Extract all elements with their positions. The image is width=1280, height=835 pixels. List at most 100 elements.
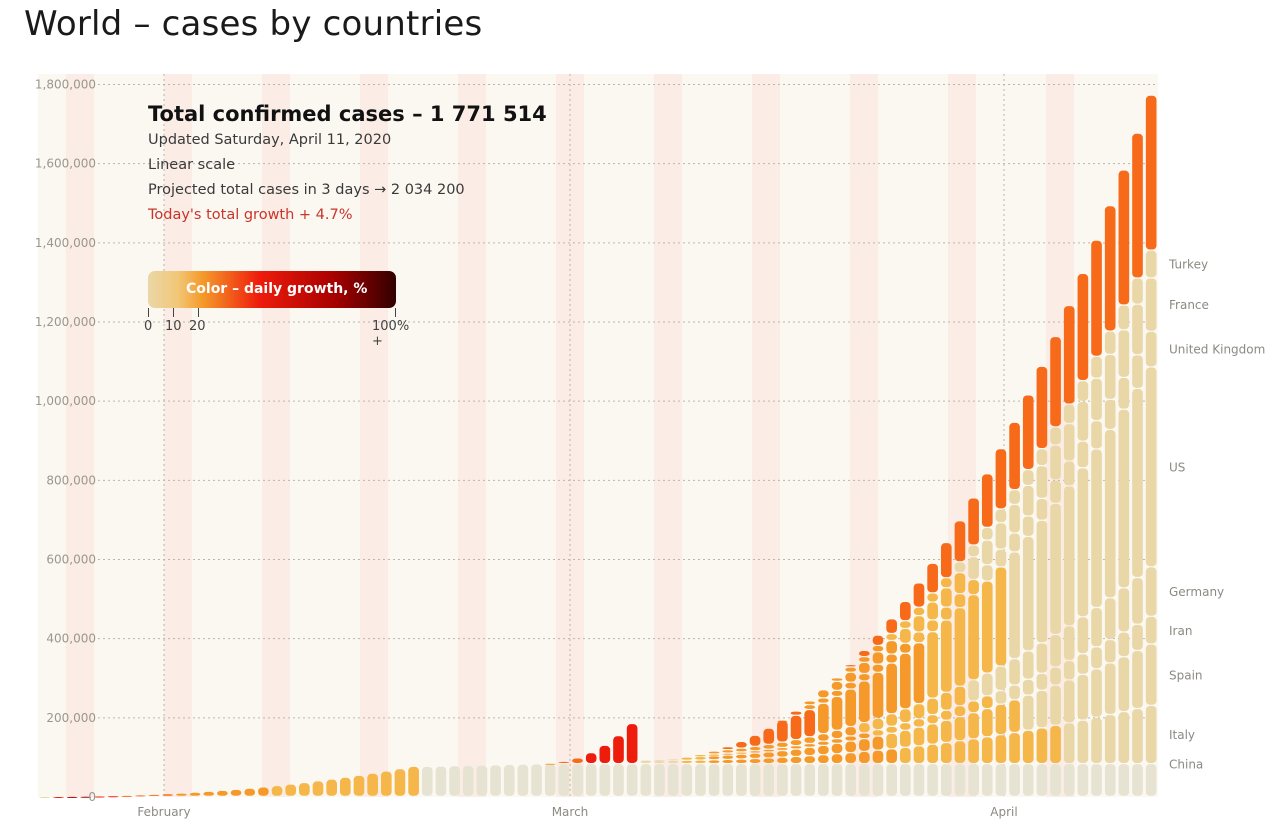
- bar-segment: [572, 764, 583, 796]
- bar-segment: [1091, 449, 1102, 607]
- bar-segment: [708, 764, 720, 796]
- bar-segment: [1009, 505, 1020, 533]
- bar-segment: [913, 746, 925, 763]
- weekend-band: [654, 74, 682, 797]
- country-label: Germany: [1169, 585, 1224, 599]
- bar-segment: [544, 763, 556, 765]
- bar-segment: [872, 718, 884, 730]
- bar-segment: [1009, 733, 1020, 763]
- bar-segment: [695, 760, 706, 763]
- y-tick-label: 800,000: [46, 473, 96, 487]
- bar-segment: [954, 573, 966, 594]
- bar-segment: [913, 632, 925, 643]
- bar-segment: [804, 756, 816, 763]
- bar-segment: [572, 758, 583, 763]
- bar-segment: [1050, 445, 1061, 480]
- bar-segment: [818, 764, 829, 796]
- bar-segment: [1091, 608, 1102, 647]
- bar-segment: [449, 766, 460, 796]
- bar-segment: [1063, 626, 1075, 660]
- bar-segment: [899, 723, 911, 730]
- bar-segment: [1118, 409, 1130, 588]
- bar-segment: [845, 741, 857, 753]
- bar-segment: [722, 764, 734, 796]
- bar-segment: [845, 682, 857, 689]
- bar-segment: [1009, 490, 1020, 504]
- bar-segment: [940, 578, 952, 588]
- bar-segment: [258, 787, 269, 796]
- bar-segment: [722, 750, 734, 753]
- bar-segment: [968, 713, 979, 739]
- total-confirmed-headline: Total confirmed cases – 1 771 514: [148, 102, 547, 126]
- bar-segment: [517, 764, 529, 796]
- bar-segment: [285, 784, 297, 796]
- bar-segment: [1118, 712, 1130, 763]
- bar-segment: [1050, 427, 1061, 445]
- growth-text: Today's total growth + 4.7%: [148, 207, 353, 223]
- bar-segment: [1091, 356, 1102, 378]
- bar-segment: [981, 673, 993, 696]
- bar-segment: [968, 701, 979, 713]
- bar-segment: [80, 796, 92, 798]
- bar-segment: [940, 588, 952, 607]
- bar-segment: [1132, 389, 1143, 577]
- weekend-band: [262, 74, 290, 797]
- bar-segment: [763, 752, 775, 758]
- bar-segment: [749, 759, 761, 763]
- bar-segment: [859, 662, 870, 673]
- bar-segment: [203, 791, 215, 796]
- bar-segment: [886, 726, 897, 733]
- bar-segment: [927, 632, 938, 698]
- bar-segment: [1132, 355, 1143, 388]
- bar-segment: [954, 594, 966, 608]
- bar-segment: [1036, 466, 1048, 498]
- bar-segment: [859, 752, 870, 763]
- bar-segment: [749, 735, 761, 746]
- bar-segment: [1132, 133, 1143, 278]
- bar-segment: [899, 643, 911, 653]
- bar-segment: [831, 678, 843, 681]
- bar-segment: [818, 745, 829, 755]
- bar-segment: [886, 641, 897, 654]
- bar-segment: [927, 715, 938, 724]
- bar-segment: [121, 795, 133, 797]
- bar-segment: [1036, 690, 1048, 728]
- bar-segment: [1104, 764, 1116, 796]
- bar-segment: [1009, 533, 1020, 552]
- bar-segment: [380, 771, 392, 796]
- bar-segment: [1022, 679, 1034, 695]
- bar-segment: [954, 741, 966, 763]
- bar-segment: [1145, 616, 1157, 644]
- bar-segment: [1009, 552, 1020, 658]
- bar-segment: [913, 583, 925, 607]
- bar-segment: [1077, 401, 1089, 441]
- bar-segment: [39, 796, 51, 798]
- bar-segment: [899, 764, 911, 796]
- bar-segment: [1022, 486, 1034, 516]
- bar-segment: [995, 523, 1007, 549]
- bar-segment: [613, 736, 624, 763]
- bar-segment: [981, 764, 993, 796]
- bar-segment: [859, 657, 870, 662]
- bar-segment: [230, 789, 242, 796]
- bar-segment: [1118, 330, 1130, 377]
- bar-segment: [654, 760, 665, 762]
- bar-segment: [1050, 503, 1061, 634]
- bar-segment: [845, 727, 857, 736]
- bar-segment: [1118, 632, 1130, 657]
- bar-segment: [1022, 537, 1034, 651]
- legend-tick-label: 100% +: [372, 319, 410, 349]
- bar-segment: [1050, 685, 1061, 725]
- bar-segment: [777, 751, 788, 757]
- weekend-band: [752, 74, 780, 797]
- bar-segment: [995, 567, 1007, 666]
- bar-segment: [435, 766, 447, 796]
- bar-segment: [995, 509, 1007, 523]
- bar-segment: [1118, 305, 1130, 330]
- bar-segment: [886, 619, 897, 633]
- bar-segment: [1036, 643, 1048, 673]
- bar-segment: [749, 751, 761, 753]
- y-tick-label: 600,000: [46, 553, 96, 567]
- bar-segment: [954, 521, 966, 562]
- bar-segment: [831, 681, 843, 690]
